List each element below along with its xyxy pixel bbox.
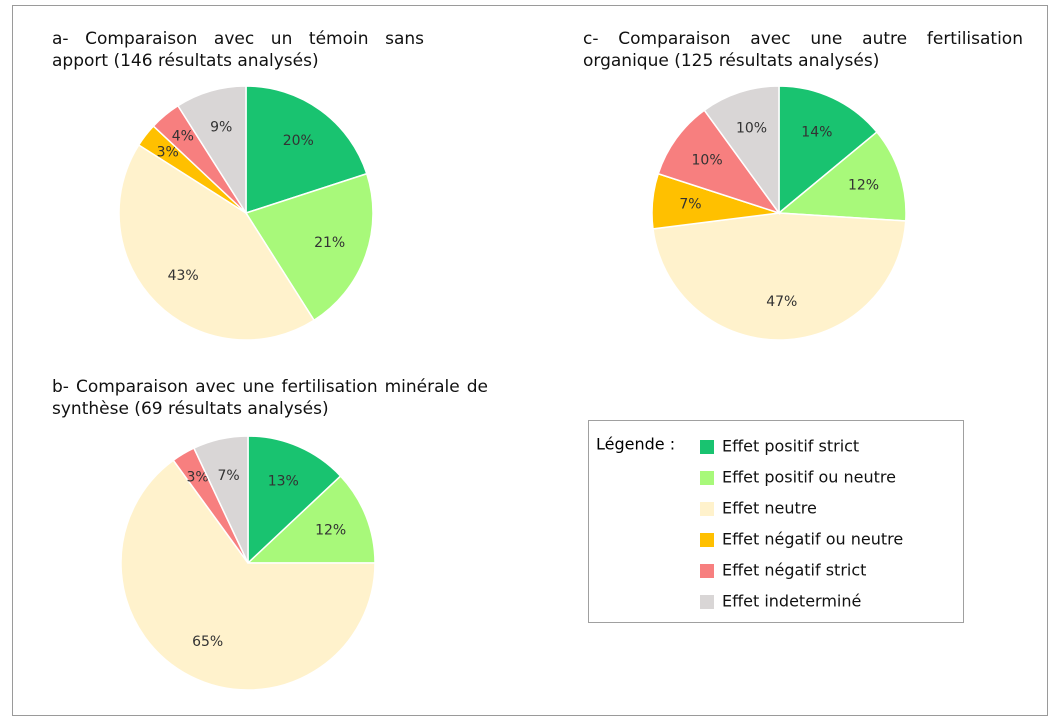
data-label: 47%: [766, 294, 797, 310]
legend-swatch: [700, 595, 714, 609]
pie-slice: [657, 109, 781, 215]
legend-label: Effet neutre: [722, 499, 817, 518]
data-label: 9%: [210, 120, 232, 136]
pie-title: a- Comparaison avec un témoin sans appor…: [52, 29, 424, 71]
pie-slice: [246, 475, 376, 564]
legend-swatch: [700, 533, 714, 547]
legend-label: Effet indeterminé: [722, 592, 861, 611]
pie-slice: [777, 130, 907, 222]
pie-title: b- Comparaison avec une fertilisation mi…: [52, 377, 488, 419]
pie-slice: [192, 435, 249, 564]
legend-swatch: [700, 471, 714, 485]
data-label: 3%: [157, 144, 179, 160]
data-label: 12%: [315, 522, 346, 538]
legend-box: [588, 420, 964, 623]
data-label: 20%: [283, 133, 314, 149]
legend-label: Effet négatif ou neutre: [722, 530, 903, 549]
legend-swatch: [700, 502, 714, 516]
data-label: 12%: [848, 178, 879, 194]
pie-slice: [703, 85, 780, 216]
legend-title: Légende :: [596, 435, 675, 454]
data-label: 43%: [168, 268, 199, 284]
data-label: 10%: [736, 120, 767, 136]
frame: [12, 5, 1048, 716]
pie-slice: [245, 85, 368, 215]
legend-label: Effet positif ou neutre: [722, 468, 896, 487]
legend-label: Effet négatif strict: [722, 561, 866, 580]
pie-slice: [120, 459, 376, 691]
data-label: 7%: [679, 197, 701, 213]
data-label: 65%: [192, 634, 223, 650]
pie-slice: [247, 435, 342, 565]
data-label: 7%: [217, 468, 239, 484]
pie-slice: [244, 172, 374, 322]
legend-swatch: [700, 564, 714, 578]
legend-swatch: [700, 440, 714, 454]
data-label: 3%: [186, 470, 208, 486]
legend-label: Effet positif strict: [722, 437, 859, 456]
data-label: 21%: [314, 235, 345, 251]
pie-slice: [652, 212, 907, 341]
data-label: 13%: [268, 473, 299, 489]
data-label: 14%: [801, 125, 832, 141]
data-label: 10%: [692, 153, 723, 169]
pie-slice: [176, 85, 247, 216]
pie-slice: [118, 143, 316, 341]
data-label: 4%: [172, 129, 194, 145]
pie-slice: [778, 85, 878, 215]
pie-title: c- Comparaison avec une autre fertilisat…: [583, 29, 1023, 71]
